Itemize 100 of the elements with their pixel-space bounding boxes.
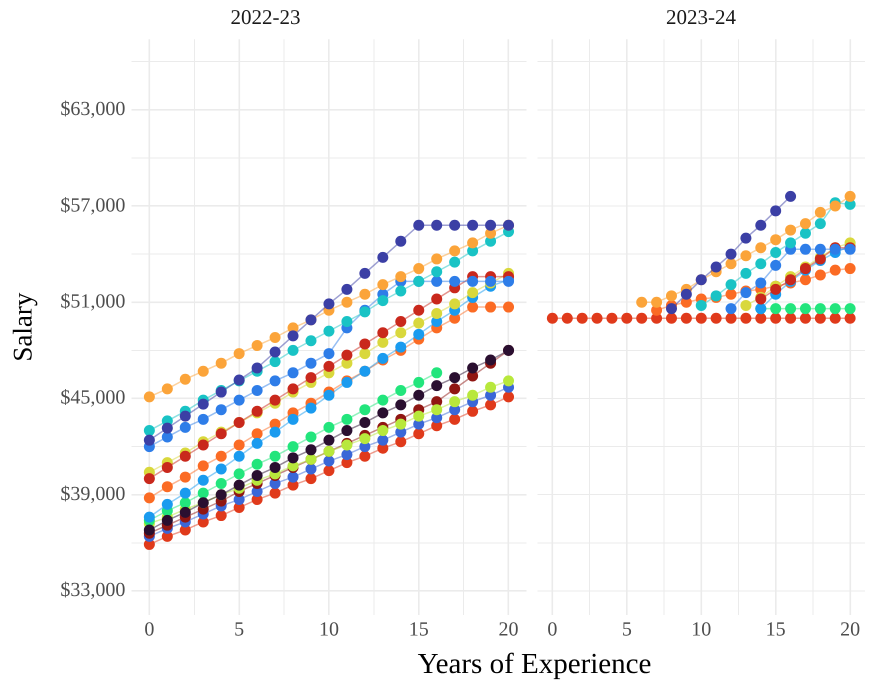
point (198, 474, 209, 486)
point (323, 434, 334, 446)
point (785, 237, 796, 248)
point (814, 303, 826, 314)
point (413, 220, 424, 231)
point (270, 426, 281, 438)
point (449, 256, 460, 268)
point (162, 498, 173, 510)
y-axis-title: Salary (7, 292, 38, 362)
point (621, 312, 632, 324)
point (234, 394, 245, 406)
point (449, 383, 460, 394)
point (288, 472, 299, 483)
point (270, 394, 281, 406)
point (162, 514, 173, 526)
point (844, 312, 856, 324)
point (485, 220, 496, 231)
point (180, 450, 191, 462)
point (395, 327, 406, 338)
point (503, 391, 514, 402)
point (216, 510, 227, 522)
point (234, 450, 245, 462)
point (651, 296, 662, 308)
point (431, 294, 442, 305)
point (359, 338, 370, 350)
point (431, 266, 442, 278)
point (726, 303, 737, 314)
point (467, 302, 478, 313)
point (755, 258, 766, 270)
point (830, 200, 841, 212)
point (144, 473, 155, 484)
y-tick-label: $63,000 (60, 98, 126, 120)
point (162, 422, 173, 434)
point (449, 396, 460, 408)
point (359, 404, 370, 416)
x-tick-label: 15 (766, 618, 786, 640)
point (341, 449, 352, 460)
point (449, 276, 460, 287)
point (755, 277, 766, 288)
point (198, 439, 209, 450)
point (198, 414, 209, 425)
point (144, 512, 155, 523)
point (814, 244, 826, 255)
x-tick-label: 20 (840, 618, 860, 640)
point (395, 271, 406, 282)
x-tick-label: 0 (144, 618, 154, 640)
point (359, 417, 370, 428)
point (844, 303, 856, 314)
point (431, 276, 442, 287)
point (377, 434, 388, 446)
point (323, 360, 334, 372)
point (234, 348, 245, 360)
point (359, 268, 370, 279)
point (323, 422, 334, 433)
point (270, 356, 281, 368)
point (359, 450, 370, 462)
point (252, 340, 263, 352)
point (305, 473, 316, 484)
chart-title: 2023-24 (666, 5, 736, 30)
point (216, 450, 227, 462)
point (288, 344, 299, 356)
point (726, 248, 737, 260)
point (341, 296, 352, 308)
point (467, 276, 478, 287)
x-tick-label: 10 (691, 618, 712, 640)
point (770, 205, 782, 216)
point (216, 464, 227, 475)
point (413, 318, 424, 329)
point (252, 438, 263, 449)
point (770, 260, 782, 271)
point (395, 418, 406, 430)
point (180, 422, 191, 433)
point (234, 468, 245, 480)
point (323, 465, 334, 476)
point (305, 358, 316, 369)
point (377, 252, 388, 263)
point (270, 346, 281, 358)
point (800, 274, 811, 286)
point (830, 312, 841, 324)
point (359, 288, 370, 300)
point (449, 372, 460, 384)
y-tick-label: $45,000 (60, 386, 126, 409)
point (413, 376, 424, 388)
y-tick-label: $33,000 (60, 579, 126, 602)
point (431, 380, 442, 392)
x-axis-title: Years of Experience (416, 648, 652, 681)
point (485, 354, 496, 366)
point (377, 394, 388, 406)
point (305, 335, 316, 346)
point (305, 444, 316, 456)
point (270, 462, 281, 473)
point (270, 450, 281, 462)
point (431, 367, 442, 378)
point (180, 374, 191, 385)
point (341, 350, 352, 361)
point (740, 250, 752, 262)
point (305, 431, 316, 442)
point (770, 312, 782, 324)
point (252, 384, 263, 396)
point (814, 206, 826, 218)
